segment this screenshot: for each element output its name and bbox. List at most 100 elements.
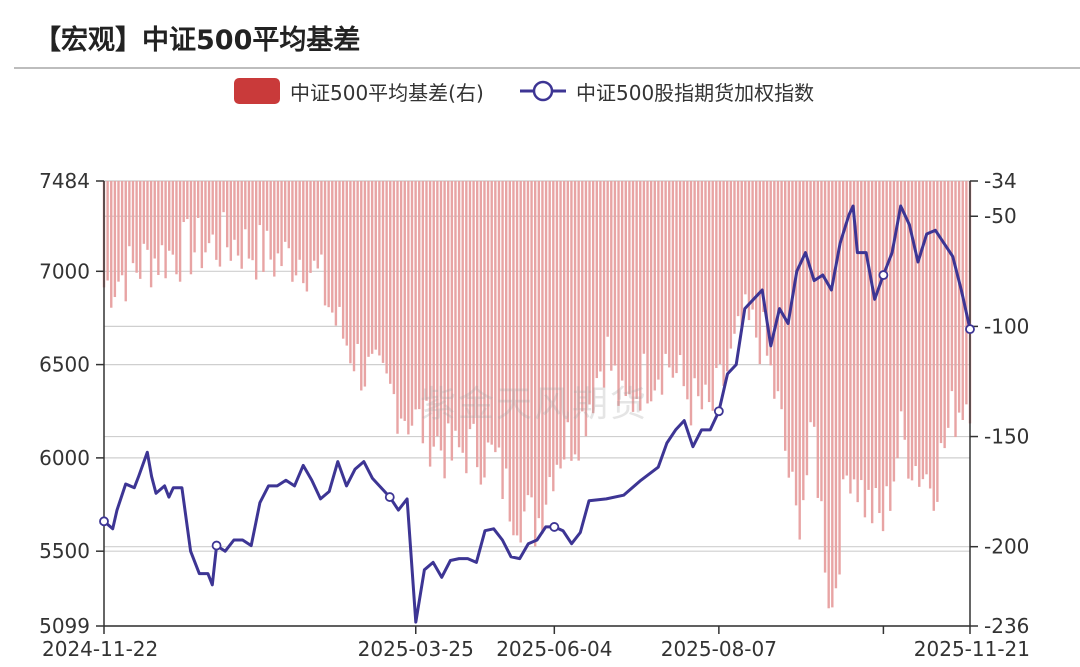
basis-bar (852, 181, 856, 480)
basis-bar (338, 181, 341, 307)
basis-bar (280, 181, 283, 267)
basis-bar (932, 181, 935, 511)
index-line (103, 204, 972, 624)
basis-bar (135, 181, 138, 273)
basis-bar (356, 181, 359, 344)
left-tick-label: 7484 (39, 169, 90, 193)
index-marker (549, 522, 560, 532)
basis-bar (537, 181, 541, 519)
basis-bar (548, 181, 551, 478)
basis-bar (244, 181, 247, 230)
basis-bar (222, 181, 225, 213)
basis-bar (120, 181, 124, 276)
basis-bar (149, 181, 153, 288)
header-divider (14, 67, 1080, 69)
index-marker (211, 540, 222, 551)
basis-bar (559, 181, 562, 469)
basis-bar (765, 181, 769, 356)
basis-bar (389, 181, 392, 384)
basis-bar (581, 181, 584, 412)
left-tick-label: 7000 (39, 259, 90, 283)
basis-bar (312, 181, 316, 261)
basis-bar (501, 181, 504, 500)
basis-bar (860, 181, 863, 481)
basis-bar (841, 181, 845, 480)
basis-bar (421, 181, 425, 444)
basis-bar (552, 181, 555, 492)
basis-bar (461, 181, 464, 453)
index-marker (965, 324, 975, 335)
basis-bar (671, 181, 675, 378)
x-tick-label: 2025-03-25 (358, 637, 474, 661)
basis-bar (878, 181, 881, 514)
legend-item-basis[interactable]: 中证500平均基差(右) (234, 76, 484, 106)
x-tick-label: 2024-11-22 (42, 637, 158, 661)
basis-bar (595, 181, 598, 379)
basis-bar (947, 181, 950, 428)
basis-bar (541, 181, 544, 534)
basis-bar (113, 181, 117, 298)
basis-bar (414, 181, 417, 410)
basis-bar (425, 181, 428, 401)
basis-bar (657, 181, 660, 380)
chart-legend: 中证500平均基差(右) 中证500股指期货加权指数 (0, 76, 1080, 106)
basis-bar (254, 181, 258, 280)
basis-bar (341, 181, 345, 339)
x-tick-label: 2025-08-07 (661, 637, 777, 661)
basis-bar (486, 181, 490, 443)
basis-bar (124, 181, 127, 302)
basis-bar (367, 181, 370, 357)
basis-bar (588, 181, 591, 405)
basis-bar (555, 181, 559, 465)
basis-bar (515, 181, 519, 536)
basis-bar (635, 181, 638, 399)
right-tick-label: -200 (984, 535, 1029, 559)
left-tick-label: 6000 (39, 446, 90, 470)
basis-bar (950, 181, 954, 392)
basis-bar (791, 181, 794, 472)
basis-bar (957, 181, 961, 413)
basis-bar (613, 181, 617, 366)
basis-bar (903, 181, 906, 440)
basis-bar (229, 181, 233, 261)
basis-bar (160, 181, 164, 246)
basis-bar (443, 181, 446, 479)
basis-bar (584, 181, 588, 437)
basis-bar (856, 181, 859, 503)
x-tick-label: 2025-06-04 (496, 637, 612, 661)
basis-bar (345, 181, 348, 346)
basis-bar (726, 181, 729, 372)
basis-bar (153, 181, 156, 259)
basis-bar (943, 181, 946, 449)
basis-bar (439, 181, 443, 451)
basis-bar (620, 181, 624, 381)
left-tick-label: 5099 (39, 614, 90, 638)
basis-bar (381, 181, 385, 363)
right-tick-label: -100 (984, 314, 1029, 338)
basis-bar (707, 181, 711, 403)
basis-bar (218, 181, 222, 267)
basis-bar (403, 181, 406, 421)
basis-bar (747, 181, 751, 321)
basis-bar (776, 181, 780, 392)
basis-bar (233, 181, 236, 240)
basis-bar (885, 181, 888, 487)
basis-bar (396, 181, 399, 434)
basis-bar (305, 181, 309, 292)
basis-bar (189, 181, 193, 275)
legend-item-index[interactable]: 中证500股指期货加权指数 (520, 76, 814, 106)
basis-bar (845, 181, 849, 476)
basis-bar (334, 181, 338, 326)
basis-bar (758, 181, 762, 364)
basis-bar (182, 181, 185, 223)
basis-bar (533, 181, 537, 547)
basis-bar (921, 181, 925, 480)
basis-bar (225, 181, 229, 248)
basis-bar (755, 181, 758, 338)
basis-bar (606, 181, 609, 337)
basis-bar (283, 181, 287, 242)
basis-bar (899, 181, 903, 412)
basis-bar (428, 181, 432, 467)
basis-bar (693, 181, 696, 379)
legend-label-index: 中证500股指期货加权指数 (576, 80, 815, 105)
